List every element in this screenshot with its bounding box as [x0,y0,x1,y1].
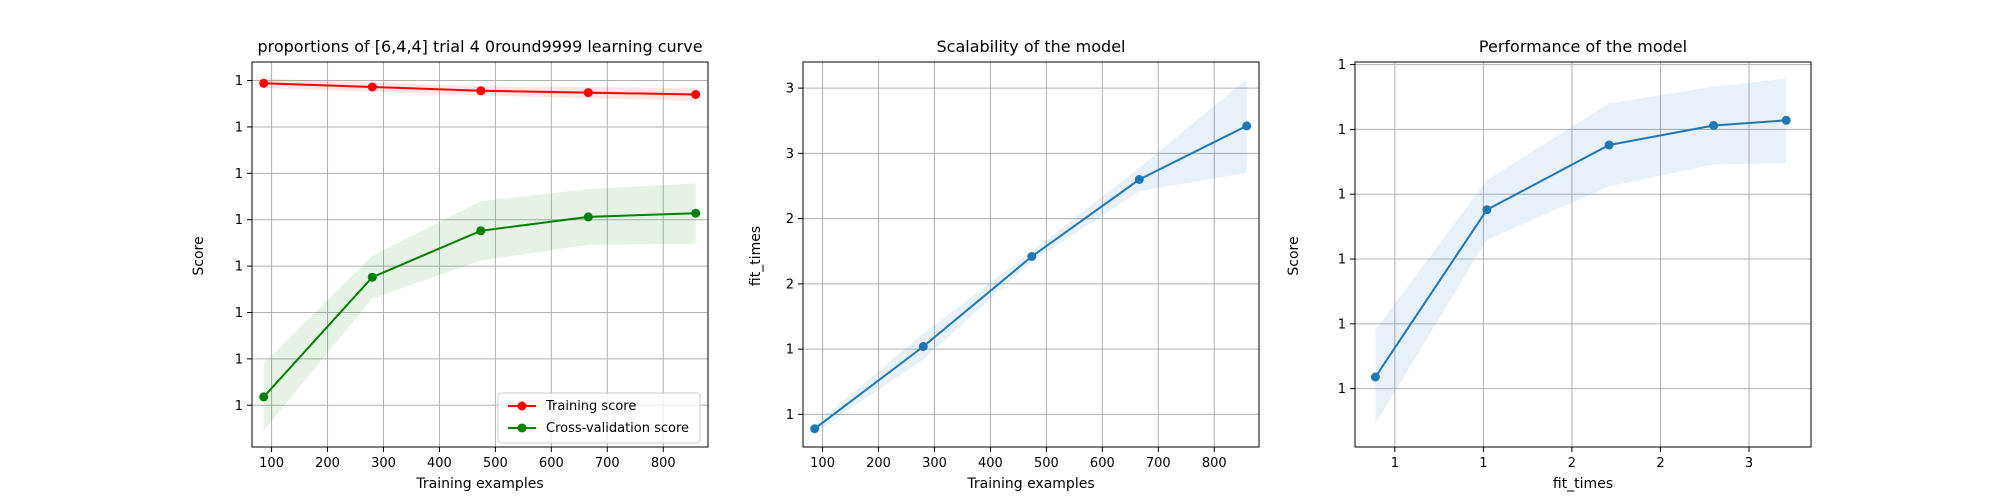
x-tick-label: 200 [315,456,340,471]
legend-marker-training [517,401,527,411]
legend-marker-cross-validation [517,423,527,433]
x-tick-label: 100 [810,456,835,471]
performance-panel: 1 1 2 2 3 1 1 1 1 1 1 Performance of the model fit… [1286,37,1812,492]
x-tick-label: 500 [483,456,508,471]
x-axis-label: Training examples [966,476,1094,492]
x-tick-label: 400 [978,456,1003,471]
axes-frame [802,61,1260,448]
x-tick-label: 600 [1090,456,1115,471]
x-tick-label: 400 [427,456,452,471]
x-tick-label: 600 [539,456,564,471]
data-point [918,342,928,351]
confidence-band [1375,78,1787,424]
y-tick-label: 1 [1338,382,1346,397]
data-point [691,208,701,218]
x-tick-label: 300 [371,456,396,471]
y-tick-label: 1 [1338,253,1346,268]
data-point [259,392,269,402]
y-tick-label: 1 [1338,58,1346,73]
data-point [259,78,269,88]
x-tick-label: 1 [1479,456,1487,471]
data-point [583,88,593,98]
y-tick-label: 3 [786,147,794,162]
y-tick-label: 1 [235,260,243,275]
y-tick-label: 1 [1338,188,1346,203]
y-tick-label: 1 [235,213,243,228]
chart-title: Scalability of the model [937,37,1126,56]
data-point [583,212,593,222]
x-tick-label: 100 [259,456,284,471]
chart-title: proportions of [6,4,4] trial 4 0round999… [257,37,702,56]
data-point [476,86,486,96]
y-axis-label: fit_times [748,226,764,286]
y-tick-label: 1 [235,120,243,135]
y-tick-label: 1 [235,399,243,414]
chart-title: Performance of the model [1479,37,1687,56]
y-tick-label: 1 [786,343,794,358]
data-point [1370,372,1380,382]
legend: Training score Cross-validation score [497,392,701,444]
legend-label-training: Training score [545,399,636,414]
y-axis-label: Score [191,236,207,275]
data-point [1709,121,1719,130]
y-tick-label: 2 [786,212,794,227]
plot-area: 100 200 300 400 500 600 700 800 1 1 2 2 3 3 [786,61,1260,471]
legend-box [497,392,701,444]
y-tick-label: 1 [235,167,243,182]
data-point [810,424,820,434]
y-tick-label: 3 [786,82,794,97]
data-point [1242,121,1252,131]
data-point [367,272,377,282]
x-tick-label: 700 [1146,456,1171,471]
x-tick-label: 2 [1656,456,1664,471]
y-tick-label: 1 [235,306,243,321]
data-point [1604,140,1614,150]
y-tick-label: 1 [1338,123,1346,138]
legend-label-cross-validation: Cross-validation score [546,421,689,436]
y-tick-label: 1 [786,408,794,423]
data-point [476,226,486,236]
x-axis-label: Training examples [415,476,543,492]
learning-curve-panel: 100 200 300 400 500 600 700 800 1 1 1 1 1 1 1 1 proport… [191,37,709,492]
x-tick-label: 300 [922,456,947,471]
data-point [1482,205,1492,215]
x-tick-label: 500 [1034,456,1059,471]
x-tick-label: 700 [595,456,620,471]
x-tick-label: 1 [1391,456,1399,471]
data-point [1134,175,1144,184]
data-point [1781,115,1791,125]
axes-frame [1354,61,1812,448]
x-axis-label: fit_times [1553,476,1613,492]
axes-frame [251,61,709,448]
data-point [691,90,701,99]
data-point [1027,252,1037,261]
plot-area: 100 200 300 400 500 600 700 800 1 1 1 1 1 1 1 1 [235,61,709,471]
x-tick-label: 800 [651,456,676,471]
x-tick-label: 200 [866,456,891,471]
axes-background [1355,62,1811,447]
x-tick-label: 3 [1745,456,1753,471]
y-tick-label: 1 [1338,317,1346,332]
x-tick-label: 2 [1568,456,1576,471]
data-point [367,82,377,92]
scalability-panel: 100 200 300 400 500 600 700 800 1 1 2 2 3 3 Scalabili… [748,37,1260,492]
y-tick-label: 1 [235,352,243,367]
y-axis-label: Score [1286,236,1302,275]
y-tick-label: 2 [786,277,794,292]
plot-area: 1 1 2 2 3 1 1 1 1 1 1 [1338,58,1812,471]
x-tick-label: 800 [1202,456,1227,471]
y-tick-label: 1 [235,74,243,89]
